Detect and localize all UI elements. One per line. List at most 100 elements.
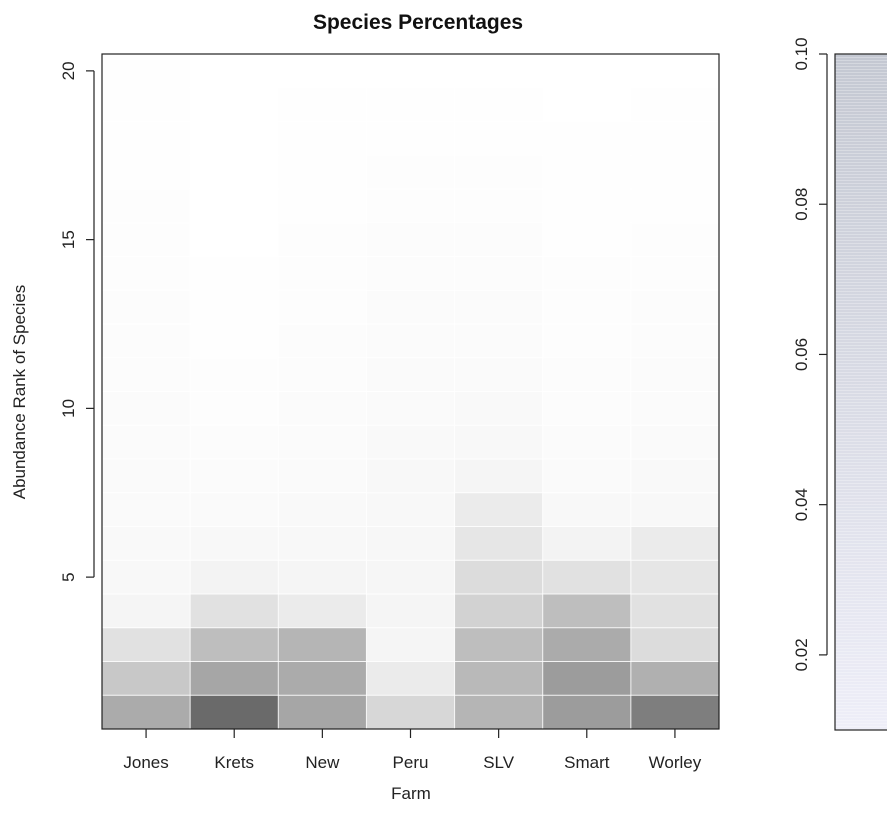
heatmap-cell bbox=[630, 121, 719, 156]
y-tick-label: 15 bbox=[59, 230, 78, 249]
heatmap-cell bbox=[190, 87, 279, 122]
heatmap-cell bbox=[630, 189, 719, 223]
heatmap-cell bbox=[454, 121, 543, 156]
heatmap-cell bbox=[278, 391, 367, 426]
colorbar: 0.02 0.04 0.06 0.08 0.10 bbox=[792, 37, 887, 731]
heatmap-cell bbox=[454, 391, 543, 426]
heatmap-cell bbox=[102, 54, 191, 88]
heatmap-cell bbox=[630, 695, 719, 729]
heatmap-cell bbox=[278, 189, 367, 223]
heatmap-cell bbox=[190, 627, 279, 662]
heatmap-cell bbox=[102, 256, 191, 291]
heatmap-cell bbox=[102, 222, 191, 257]
heatmap-cell bbox=[190, 256, 279, 291]
heatmap-cell bbox=[454, 256, 543, 291]
heatmap-cell bbox=[278, 155, 367, 189]
heatmap-cell bbox=[366, 594, 455, 628]
heatmap-cell bbox=[542, 87, 631, 122]
heatmap-cell bbox=[630, 290, 719, 324]
y-tick-label: 10 bbox=[59, 399, 78, 418]
heatmap-cell bbox=[542, 256, 631, 291]
heatmap-cell bbox=[190, 560, 279, 594]
colorbar-frame bbox=[834, 53, 887, 731]
heatmap-cell bbox=[542, 425, 631, 459]
y-axis-label: Abundance Rank of Species bbox=[10, 285, 29, 500]
colorbar-tick-label: 0.02 bbox=[792, 638, 811, 671]
heatmap-cell bbox=[190, 54, 279, 88]
heatmap-cell bbox=[542, 357, 631, 392]
heatmap-cell bbox=[278, 54, 367, 88]
heatmap-cell bbox=[630, 560, 719, 594]
heatmap-cell bbox=[454, 661, 543, 696]
heatmap-cell bbox=[190, 594, 279, 628]
heatmap-cell bbox=[542, 627, 631, 662]
heatmap-cell bbox=[102, 121, 191, 156]
heatmap-cell bbox=[366, 695, 455, 729]
heatmap-cell bbox=[190, 695, 279, 729]
colorbar-tick-label: 0.06 bbox=[792, 338, 811, 371]
heatmap-cell bbox=[278, 560, 367, 594]
heatmap-cell bbox=[366, 324, 455, 358]
heatmap-cell bbox=[542, 459, 631, 493]
heatmap-cell bbox=[102, 695, 191, 729]
heatmap-cell bbox=[102, 526, 191, 561]
heatmap-cell bbox=[454, 459, 543, 493]
heatmap-cell bbox=[102, 560, 191, 594]
heatmap-cell bbox=[190, 324, 279, 358]
x-axis: Jones Krets New Peru SLV Smart Worley bbox=[123, 729, 702, 772]
heatmap-cell bbox=[278, 121, 367, 156]
heatmap-cell bbox=[366, 425, 455, 459]
heatmap-cell bbox=[454, 492, 543, 527]
heatmap-cell bbox=[630, 425, 719, 459]
heatmap-cell bbox=[102, 594, 191, 628]
heatmap-cell bbox=[102, 324, 191, 358]
heatmap-cell bbox=[366, 492, 455, 527]
heatmap-cell bbox=[366, 459, 455, 493]
colorbar-axis: 0.02 0.04 0.06 0.08 0.10 bbox=[792, 37, 828, 671]
y-axis: 5 10 15 20 bbox=[59, 61, 95, 582]
heatmap-cell bbox=[102, 425, 191, 459]
heatmap-cell bbox=[278, 526, 367, 561]
heatmap-cell bbox=[630, 492, 719, 527]
heatmap-cell bbox=[454, 87, 543, 122]
heatmap-cell bbox=[102, 357, 191, 392]
heatmap-cell bbox=[190, 155, 279, 189]
heatmap-cell bbox=[542, 391, 631, 426]
heatmap-cell bbox=[454, 627, 543, 662]
colorbar-tick-label: 0.10 bbox=[792, 37, 811, 70]
heatmap-cell bbox=[102, 459, 191, 493]
heatmap-cell bbox=[190, 222, 279, 257]
heatmap-cell bbox=[102, 492, 191, 527]
heatmap-cell bbox=[366, 627, 455, 662]
heatmap-cell bbox=[102, 661, 191, 696]
heatmap-cell bbox=[102, 391, 191, 426]
x-tick-label: SLV bbox=[483, 753, 515, 772]
heatmap-cell bbox=[190, 391, 279, 426]
heatmap-cell bbox=[366, 222, 455, 257]
heatmap-cell bbox=[542, 222, 631, 257]
heatmap-cell bbox=[454, 189, 543, 223]
heatmap-cell bbox=[630, 324, 719, 358]
heatmap-cell bbox=[454, 560, 543, 594]
heatmap-cell bbox=[278, 324, 367, 358]
heatmap-cell bbox=[454, 324, 543, 358]
heatmap-cell bbox=[630, 222, 719, 257]
x-tick-label: Peru bbox=[393, 753, 429, 772]
heatmap-cell bbox=[366, 155, 455, 189]
grid-lines bbox=[102, 54, 719, 729]
heatmap-cell bbox=[366, 256, 455, 291]
heatmap-cell bbox=[190, 121, 279, 156]
colorbar-tick-label: 0.08 bbox=[792, 188, 811, 221]
heatmap-cell bbox=[278, 256, 367, 291]
heatmap-cell bbox=[366, 391, 455, 426]
heatmap-cell bbox=[278, 695, 367, 729]
heatmap-cell bbox=[542, 54, 631, 88]
heatmap-cell bbox=[630, 459, 719, 493]
heatmap-cell bbox=[630, 87, 719, 122]
heatmap-cell bbox=[542, 189, 631, 223]
heatmap-cell bbox=[366, 526, 455, 561]
heatmap-cell bbox=[278, 594, 367, 628]
heatmap-cell bbox=[366, 54, 455, 88]
